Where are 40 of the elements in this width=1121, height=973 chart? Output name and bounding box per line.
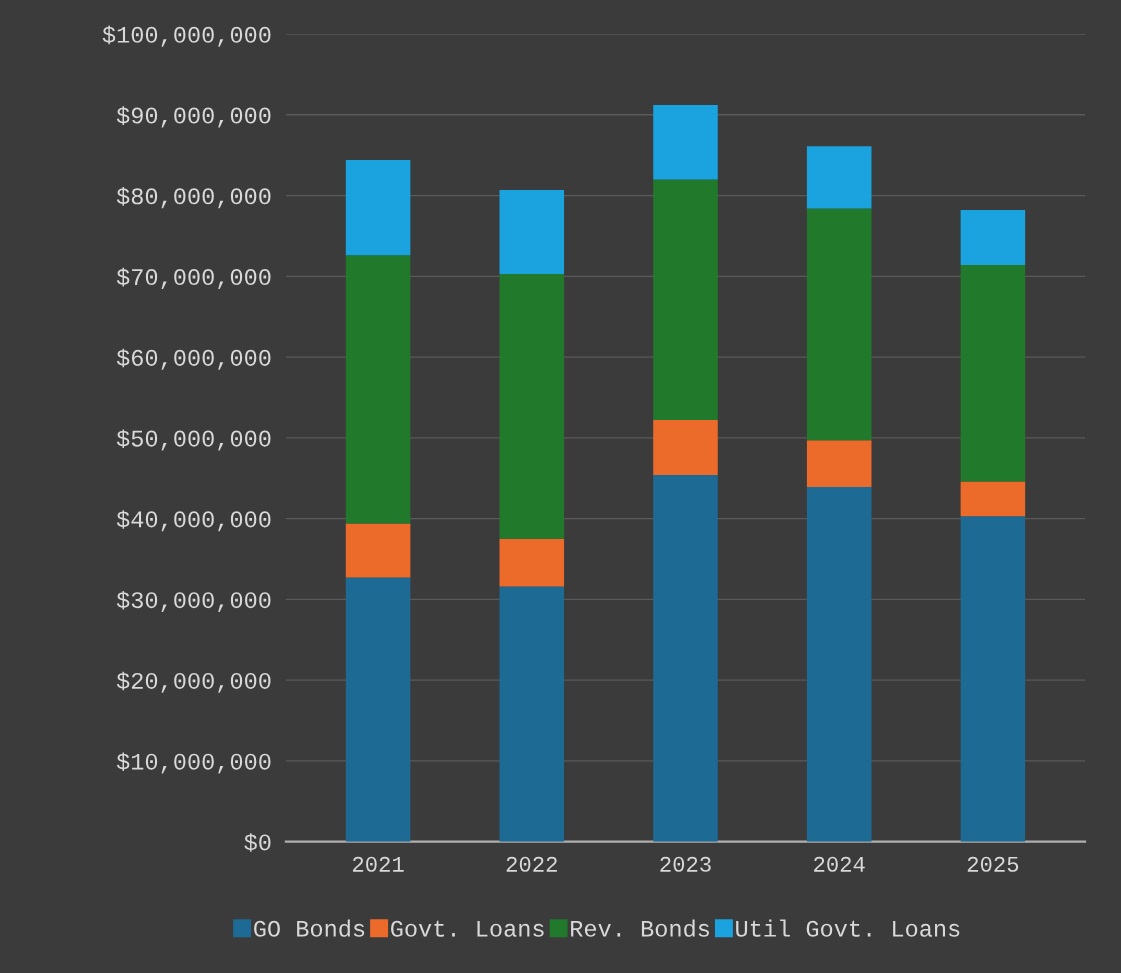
legend-label: GO Bonds xyxy=(254,919,365,937)
y-tick-label: $20,000,000 xyxy=(116,671,271,693)
y-tick-label: $80,000,000 xyxy=(116,187,271,209)
x-tick-label: 2022 xyxy=(506,856,557,872)
bar xyxy=(960,516,1026,842)
bar xyxy=(806,146,872,209)
bar xyxy=(345,160,411,256)
bar xyxy=(499,273,565,539)
y-tick-label: $0 xyxy=(244,833,271,852)
x-tick-label: 2024 xyxy=(814,856,865,872)
y-tick-label: $60,000,000 xyxy=(116,348,271,370)
bar xyxy=(653,105,718,180)
legend-label: Rev. Bonds xyxy=(571,919,709,937)
x-tick-label: 2021 xyxy=(352,856,404,872)
bar xyxy=(806,440,872,488)
y-tick-label: $100,000,000 xyxy=(102,25,271,47)
y-tick-label: $50,000,000 xyxy=(116,429,271,451)
bar xyxy=(499,538,565,587)
bar xyxy=(960,265,1026,482)
bar xyxy=(499,189,565,274)
y-tick-label: $10,000,000 xyxy=(116,752,271,774)
x-tick-label: 2023 xyxy=(660,856,711,872)
bar xyxy=(960,481,1026,517)
bar xyxy=(653,179,718,421)
bar xyxy=(345,523,411,578)
bar xyxy=(653,420,718,475)
y-tick-label: $40,000,000 xyxy=(116,510,271,532)
y-tick-label: $30,000,000 xyxy=(116,590,271,613)
x-tick-label: 2025 xyxy=(967,856,1019,872)
bar xyxy=(806,208,872,441)
y-tick-label: $90,000,000 xyxy=(116,106,271,128)
bar xyxy=(960,210,1026,266)
bar xyxy=(653,475,718,842)
legend-label: Util Govt. Loans xyxy=(736,919,960,937)
bar xyxy=(806,487,872,842)
bar xyxy=(345,255,411,524)
legend-label: Govt. Loans xyxy=(391,920,544,937)
bar xyxy=(499,586,565,842)
y-tick-label: $70,000,000 xyxy=(116,267,271,290)
bar xyxy=(345,577,411,842)
